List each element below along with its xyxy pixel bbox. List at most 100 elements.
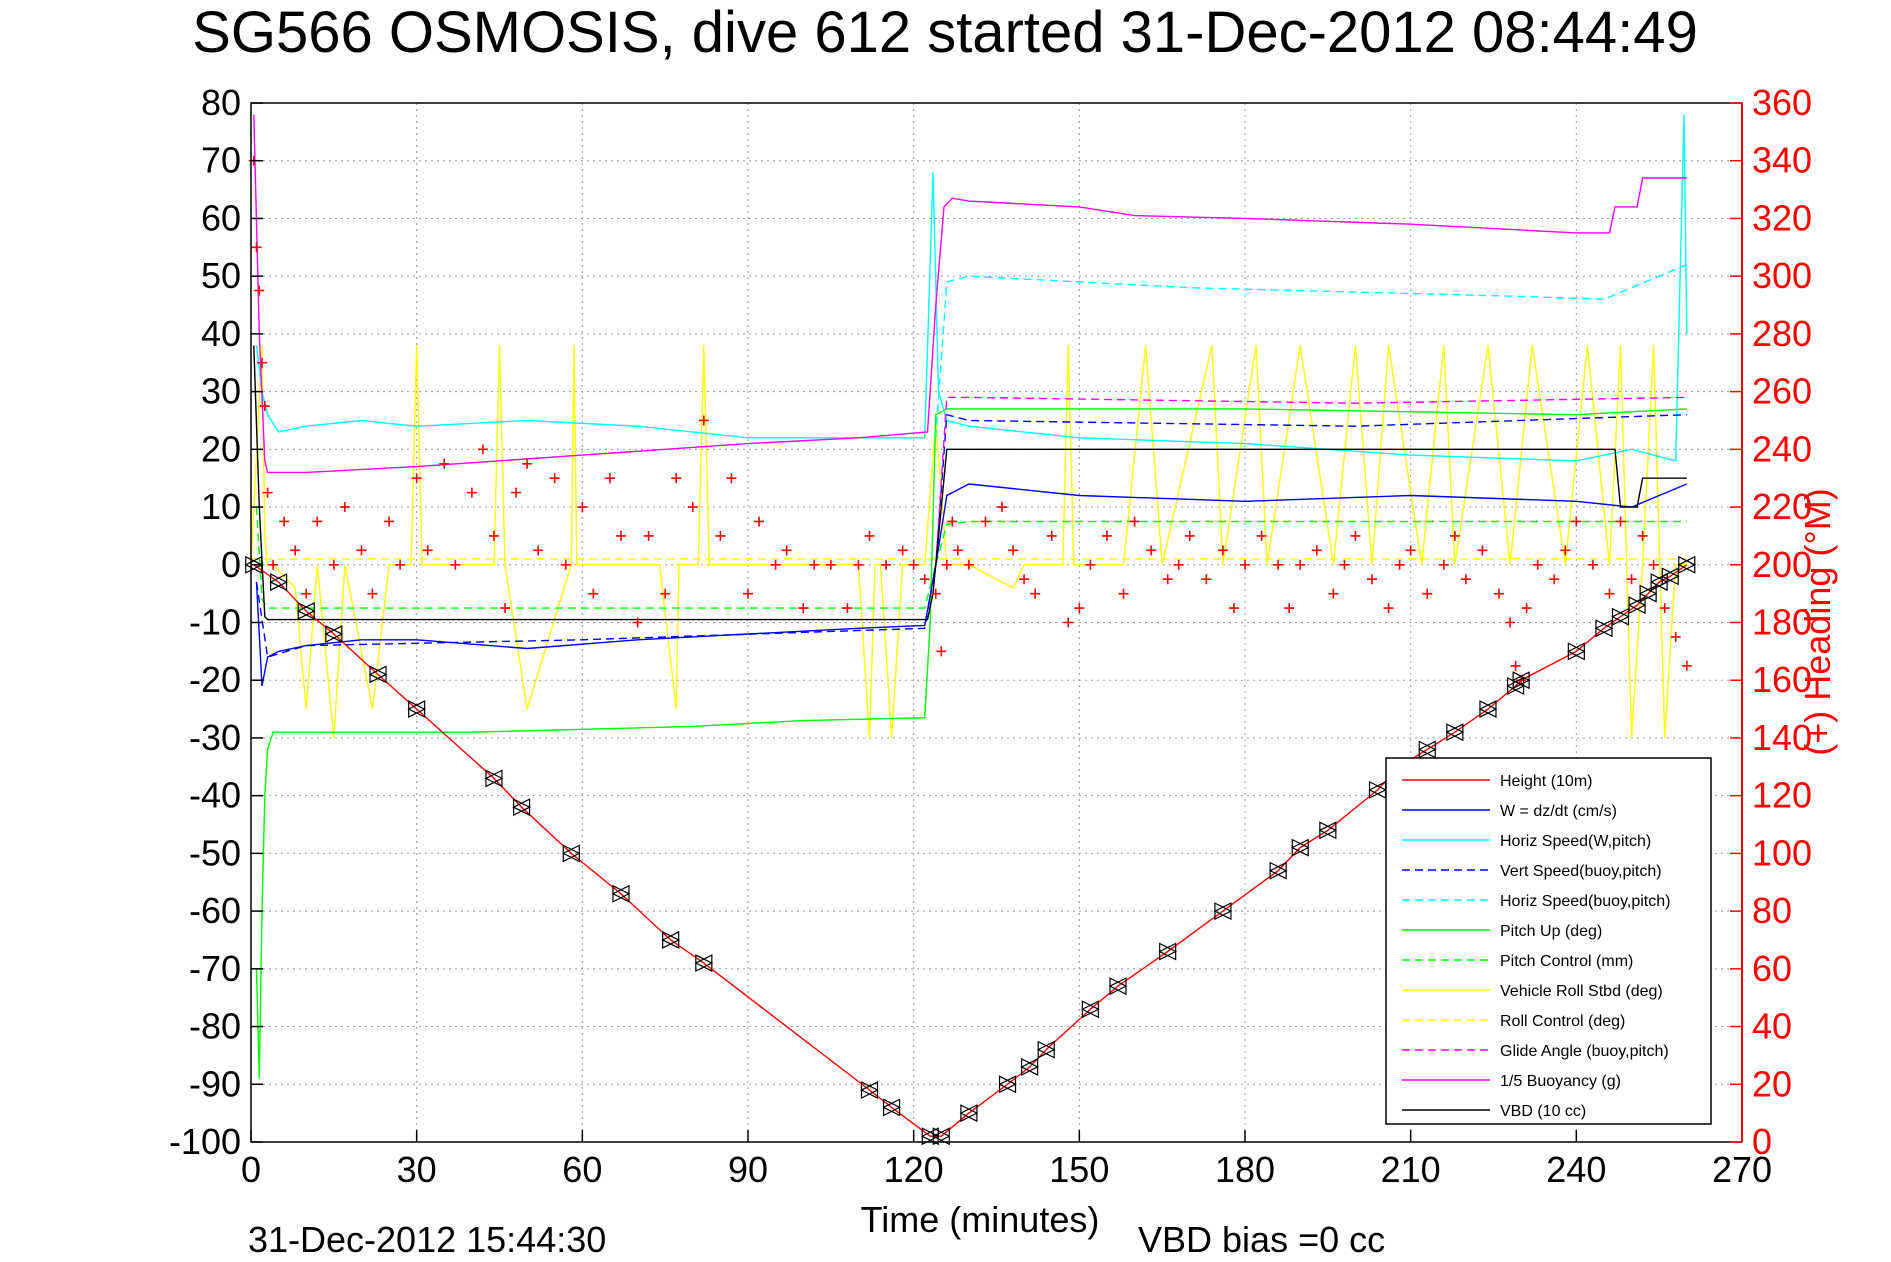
heading-point — [301, 588, 312, 599]
y-left-tick-label: 70 — [201, 140, 241, 181]
series-vbd-10-cc — [253, 345, 1687, 621]
heading-point — [522, 458, 533, 469]
heading-point — [560, 559, 571, 570]
height-point — [1611, 607, 1630, 626]
heading-point — [1604, 588, 1615, 599]
heading-point — [1019, 574, 1030, 585]
y-left-tick-label: 10 — [201, 486, 241, 527]
heading-point — [1460, 574, 1471, 585]
series-1-5-buoyancy-g — [253, 114, 1687, 474]
height-point — [1158, 942, 1178, 961]
y-left-tick-label: -40 — [189, 775, 241, 816]
heading-point — [1350, 530, 1361, 541]
height-point — [1660, 567, 1680, 586]
legend-label: Glide Angle (buoy,pitch) — [1500, 1043, 1669, 1060]
y-right-tick-label: 80 — [1752, 890, 1792, 931]
heading-point — [367, 588, 378, 599]
heading-point — [549, 473, 560, 484]
y-left-tick-label: 20 — [201, 428, 241, 469]
heading-point — [439, 458, 450, 469]
heading-point — [1030, 588, 1041, 599]
heading-point — [500, 603, 511, 614]
y-right-tick-label: 360 — [1752, 82, 1812, 123]
y-right-tick-label: 200 — [1752, 544, 1812, 585]
heading-point — [930, 588, 941, 599]
legend-label: VBD (10 cc) — [1500, 1103, 1586, 1120]
x-tick-label: 30 — [397, 1149, 437, 1190]
height-point — [1081, 1000, 1100, 1019]
height-point — [860, 1081, 879, 1100]
x-tick-label: 210 — [1381, 1149, 1441, 1190]
heading-point — [1615, 516, 1626, 527]
heading-point — [511, 487, 522, 498]
heading-point — [1626, 574, 1637, 585]
heading-point — [328, 559, 339, 570]
heading-point — [919, 574, 930, 585]
heading-point — [715, 530, 726, 541]
chart-title: SG566 OSMOSIS, dive 612 started 31-Dec-2… — [192, 0, 1698, 65]
x-tick-label: 120 — [884, 1149, 944, 1190]
heading-point — [947, 516, 958, 527]
heading-point — [588, 588, 599, 599]
heading-point — [268, 559, 279, 570]
series-layer — [244, 114, 1697, 1146]
y-left-tick-label: 0 — [221, 544, 241, 585]
heading-point — [754, 516, 765, 527]
height-point — [1318, 821, 1338, 840]
x-tick-label: 270 — [1712, 1149, 1772, 1190]
heading-point — [384, 516, 395, 527]
series-pitch-up-deg — [255, 408, 1687, 1079]
y-left-tick-label: -50 — [189, 832, 241, 873]
heading-point — [257, 357, 268, 368]
height-point — [1594, 619, 1614, 638]
heading-point — [356, 545, 367, 556]
y-right-tick-label: 280 — [1752, 313, 1812, 354]
x-tick-label: 180 — [1215, 1149, 1275, 1190]
heading-point — [1510, 660, 1521, 671]
heading-point — [1162, 574, 1173, 585]
heading-point — [809, 559, 820, 570]
legend-label: Horiz Speed(W,pitch) — [1500, 833, 1651, 850]
heading-point — [262, 487, 273, 498]
height-point — [1213, 902, 1233, 921]
heading-point — [936, 646, 947, 657]
legend-label: Vert Speed(buoy,pitch) — [1500, 863, 1662, 880]
heading-point — [1477, 545, 1488, 556]
heading-point — [1228, 603, 1239, 614]
heading-point — [1637, 530, 1648, 541]
heading-point — [1085, 559, 1096, 570]
height-markers — [244, 555, 1697, 1146]
height-point — [1511, 671, 1531, 690]
height-point — [931, 1127, 951, 1146]
heading-point — [339, 502, 350, 513]
bottom-left-timestamp: 31-Dec-2012 15:44:30 — [248, 1219, 606, 1260]
height-point — [694, 954, 714, 973]
heading-point — [615, 530, 626, 541]
legend: Height (10m) W = dz/dt (cm/s) Horiz Speed(… — [1385, 757, 1712, 1125]
y-left-tick-label: 30 — [201, 371, 241, 412]
series-pitch-control-mm — [255, 507, 1687, 609]
heading-point — [279, 516, 290, 527]
heading-point — [1295, 559, 1306, 570]
heading-point — [1681, 660, 1692, 671]
heading-point — [908, 559, 919, 570]
heading-point — [687, 502, 698, 513]
heading-point — [1201, 574, 1212, 585]
heading-point — [395, 559, 406, 570]
height-point — [512, 798, 531, 817]
series-w-dz-dt-cm-s — [255, 483, 1688, 687]
heading-point — [726, 473, 737, 484]
height-point — [296, 601, 316, 620]
y-right-tick-label: 120 — [1752, 775, 1812, 816]
heading-point — [254, 285, 265, 296]
heading-point — [1449, 530, 1460, 541]
heading-point — [450, 559, 461, 570]
heading-point — [1494, 588, 1505, 599]
heading-point — [1328, 588, 1339, 599]
series-horiz-speed-buoy-pitch — [935, 263, 1688, 438]
height-point — [269, 573, 288, 592]
heading-point — [1240, 559, 1250, 570]
heading-point — [1367, 574, 1378, 585]
y-right-tick-label: 160 — [1752, 659, 1812, 700]
heading-point — [1532, 559, 1543, 570]
